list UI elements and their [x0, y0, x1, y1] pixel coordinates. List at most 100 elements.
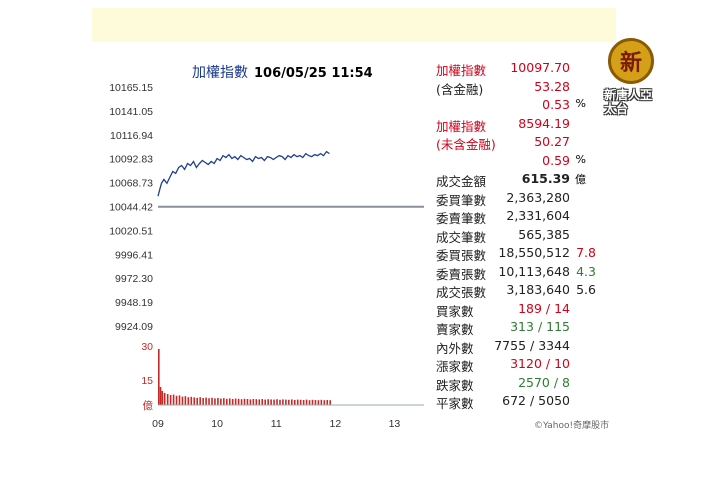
volume-bar [181, 396, 184, 405]
volume-bar [163, 393, 166, 405]
volume-bar [258, 399, 261, 405]
volume-bar [240, 399, 243, 405]
chart-title: 加權指數 106/05/25 11:54 [192, 62, 373, 82]
stat-value: 2570 / 8 [518, 374, 570, 390]
stat-value: 313 / 115 [510, 319, 570, 334]
stat-value: 0.53 [542, 97, 570, 112]
stat-value: 18,550,512 [498, 245, 570, 260]
stat-label: 成交金額 [436, 174, 487, 189]
volume-bar [246, 399, 249, 405]
chart-datetime: 106/05/25 11:54 [254, 66, 373, 81]
price-y-tick-label: 10044.42 [109, 202, 153, 214]
volume-bar [285, 399, 287, 405]
price-y-tick-label: 10165.15 [109, 82, 153, 94]
stat-ratio: 5.6 [576, 282, 596, 297]
stat-value: 10,113,648 [498, 263, 570, 279]
stat-label: (未含金融) [436, 137, 496, 152]
volume-y-tick-label: 億 [143, 399, 154, 412]
volume-bar [299, 399, 302, 405]
x-tick-label: 11 [271, 418, 282, 430]
stat-row: 成交筆數 565,385 [436, 225, 596, 245]
stat-value: 3,183,640 [506, 282, 570, 297]
volume-bar [279, 399, 281, 405]
x-tick-label: 12 [329, 418, 341, 430]
volume-bar [159, 387, 162, 405]
stat-label: 委賣張數 [436, 266, 487, 282]
stat-row: (含金融) 53.28 [436, 77, 596, 97]
stat-value: 8594.19 [518, 115, 570, 131]
logo-text: 新唐人亞太台 [604, 88, 653, 116]
volume-bar [273, 399, 275, 405]
volume-bar [166, 394, 169, 405]
stat-row: 0.53% [436, 95, 596, 114]
stat-label: 加權指數 [436, 63, 487, 78]
price-y-tick-label: 10092.83 [109, 154, 153, 166]
volume-bar [223, 398, 225, 405]
stat-value: 7755 / 3344 [494, 337, 570, 353]
stat-unit: % [575, 97, 586, 110]
stat-row: 跌家數 2570 / 8 [436, 373, 596, 393]
volume-bar [329, 400, 332, 405]
source-credit: ©Yahoo!奇摩股市 [534, 421, 610, 431]
stat-label: 漲家數 [436, 359, 474, 374]
stat-value: 615.39 [521, 171, 570, 186]
volume-bar [202, 398, 204, 405]
volume-bar [225, 398, 228, 405]
stat-value: 53.28 [534, 78, 570, 94]
stat-label: 委買筆數 [436, 192, 487, 208]
price-y-tick-label: 10020.51 [109, 225, 153, 237]
stat-value: 2,363,280 [506, 189, 570, 205]
chart-title-text: 加權指數 [192, 65, 248, 81]
stat-row: 委賣筆數 2,331,604 [436, 206, 596, 226]
station-logo: 新 新唐人亞太台 [604, 38, 656, 130]
volume-bar [305, 399, 308, 405]
logo-seal-icon: 新 [608, 38, 654, 84]
volume-bar [187, 397, 190, 405]
volume-bar [196, 397, 199, 405]
stat-row: 0.59% [436, 151, 596, 170]
x-tick-label: 09 [152, 418, 164, 430]
stat-row: 委買張數 18,550,512 7.8 [436, 243, 596, 263]
volume-bar [308, 400, 311, 405]
price-series-line [157, 150, 330, 197]
price-y-tick-label: 10068.73 [109, 178, 153, 190]
volume-bar [264, 399, 266, 405]
volume-bar [314, 400, 317, 405]
top-banner [92, 8, 616, 42]
volume-bar [255, 399, 258, 405]
volume-bar [184, 396, 187, 405]
volume-bar [317, 400, 320, 405]
stat-row: 平家數 672 / 5050 [436, 391, 596, 411]
volume-bar [267, 399, 269, 405]
volume-bar [270, 399, 272, 405]
stat-label: 成交筆數 [436, 229, 487, 245]
price-y-tick-label: 10141.05 [109, 106, 153, 118]
stat-row: (未含金融) 50.27 [436, 132, 596, 152]
stat-row: 加權指數 8594.19 [436, 114, 596, 134]
stats-table: 加權指數 10097.70 (含金融) 53.28 0.53% 加權指數 8594.19 (未… [436, 58, 596, 411]
volume-bar [208, 398, 210, 405]
volume-bar [158, 349, 160, 405]
price-y-tick-label: 10116.94 [110, 130, 153, 142]
volume-bar [323, 400, 326, 405]
volume-bar [288, 399, 290, 405]
stat-value: 189 / 14 [518, 300, 570, 316]
stat-value: 50.27 [534, 134, 570, 149]
volume-bar [211, 397, 213, 405]
stat-row: 加權指數 10097.70 [436, 58, 596, 78]
stat-unit: 億 [575, 173, 586, 186]
stat-label: 成交張數 [436, 285, 487, 300]
volume-bar [172, 394, 175, 405]
volume-bar [217, 398, 219, 405]
stat-label: 跌家數 [436, 377, 474, 393]
volume-bar [243, 398, 246, 405]
stat-row: 買家數 189 / 14 [436, 299, 596, 319]
volume-bar [320, 399, 323, 405]
volume-bar [178, 395, 181, 405]
stat-label: 買家數 [436, 303, 474, 319]
stat-value: 565,385 [518, 226, 570, 242]
price-y-tick-label: 9996.41 [115, 249, 153, 261]
stat-label: 賣家數 [436, 322, 474, 337]
stat-row: 賣家數 313 / 115 [436, 317, 596, 337]
